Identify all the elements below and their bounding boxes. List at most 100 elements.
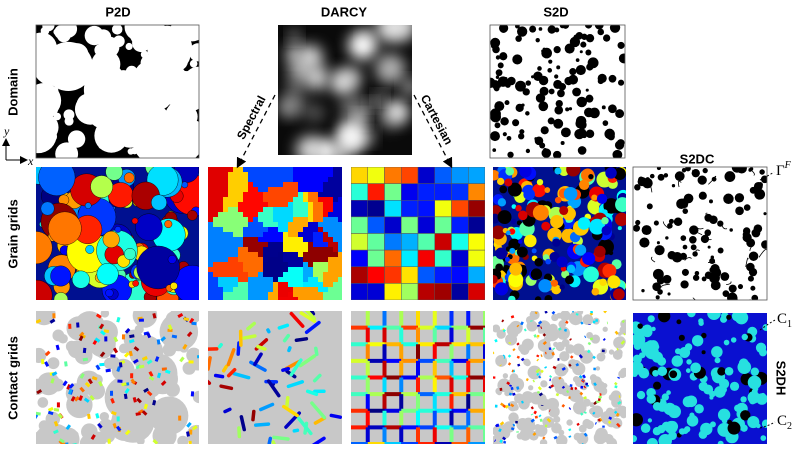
cell [468,250,485,267]
cell [228,202,233,207]
grain [509,248,515,254]
cell [218,232,223,237]
grain [618,226,622,230]
pore [525,111,529,115]
contact [624,334,625,335]
cell [368,283,385,300]
cell [223,232,228,237]
cell [218,177,223,182]
cell [213,297,218,302]
cell [328,207,333,212]
contact [509,355,511,357]
annotation: ΓF [776,160,792,179]
grain [566,419,572,425]
cell [273,232,278,237]
grain [748,376,762,390]
annotation-sub: 2 [787,421,792,432]
cell [243,192,248,197]
cell [333,282,338,287]
cell [308,297,313,302]
cell [208,217,213,222]
cell [263,237,268,242]
cell [338,252,343,257]
grain [518,240,522,244]
pore [507,136,512,141]
contact [535,335,536,338]
cell [238,167,243,172]
contact [500,440,501,443]
contact [577,313,578,315]
grain [20,116,57,153]
pore [761,240,770,249]
cell [243,247,248,252]
cell [293,187,298,192]
contact [559,328,561,329]
grain [112,24,122,34]
cell [313,207,318,212]
cell [273,287,278,292]
grain [630,413,643,426]
grain [135,97,141,103]
cell [278,252,283,257]
cell [218,217,223,222]
cell [208,242,213,247]
cell [333,227,338,232]
cell [238,217,243,222]
cell [303,167,308,172]
cell [228,287,233,292]
pore [512,54,522,64]
cell [238,197,243,202]
contact [225,409,230,411]
grain [618,332,622,336]
cell [278,212,283,217]
cell [223,222,228,227]
cell [263,217,268,222]
cell [298,182,303,187]
pore [541,48,552,59]
cell [385,250,402,267]
cell [293,212,298,217]
grain [126,43,133,50]
contact [253,412,254,420]
cell [223,177,228,182]
cell [338,287,343,292]
cell [283,297,288,302]
cell [333,217,338,222]
cell [223,267,228,272]
cell [401,184,418,201]
grain [545,295,553,303]
cell [258,232,263,237]
cell [283,267,288,272]
cell [293,207,298,212]
contact [221,386,231,388]
pore [657,289,663,295]
grain [541,222,550,231]
cell [288,242,293,247]
cell [213,207,218,212]
pore [565,44,575,54]
row-label: Grain grids [5,199,20,268]
cell [253,247,258,252]
cell [313,187,318,192]
grain [167,102,186,121]
cell [268,297,273,302]
grain [101,309,109,317]
grain [165,382,180,397]
cell [293,232,298,237]
cell [293,227,298,232]
grain [732,311,742,321]
cell [283,217,288,222]
grain [637,391,645,399]
cell [293,222,298,227]
annotation: C2 [777,413,792,432]
cell [308,282,313,287]
grain [151,195,167,211]
cell [401,200,418,217]
cell [328,217,333,222]
grain [510,373,519,382]
cell [303,212,308,217]
cell [263,252,268,257]
cell [293,272,298,277]
grain [565,275,574,284]
grain [690,362,701,373]
